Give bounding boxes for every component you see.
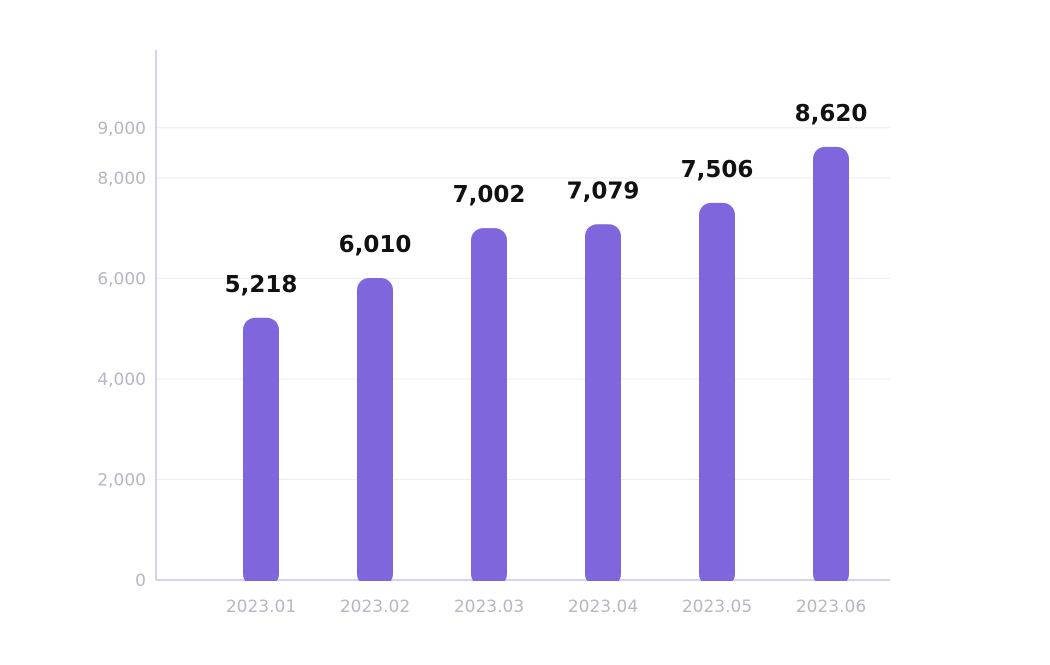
data-labels: 5,218 6,010 7,002 7,079 7,506 8,620 bbox=[225, 101, 868, 298]
x-tick-label: 2023.02 bbox=[340, 597, 410, 617]
x-tick-label: 2023.05 bbox=[682, 597, 752, 617]
data-label: 7,079 bbox=[567, 178, 640, 204]
x-tick-labels: 2023.01 2023.02 2023.03 2023.04 2023.05 2023.… bbox=[226, 597, 866, 617]
x-tick-label: 2023.06 bbox=[796, 597, 866, 617]
x-tick-label: 2023.03 bbox=[454, 597, 524, 617]
y-tick-label: 6,000 bbox=[97, 270, 146, 290]
y-tick-label: 2,000 bbox=[97, 471, 146, 491]
x-tick-label: 2023.04 bbox=[568, 597, 638, 617]
data-label: 6,010 bbox=[339, 232, 412, 258]
data-label: 8,620 bbox=[795, 101, 868, 127]
bars bbox=[157, 146, 891, 589]
y-tick-labels: 0 2,000 4,000 6,000 8,000 9,000 bbox=[97, 119, 146, 591]
y-tick-label: 9,000 bbox=[97, 119, 146, 139]
axis-mask bbox=[157, 581, 891, 589]
y-tick-label: 4,000 bbox=[97, 370, 146, 390]
y-tick-label: 0 bbox=[135, 571, 146, 591]
bar bbox=[471, 228, 507, 586]
bar bbox=[357, 277, 393, 586]
bar bbox=[813, 146, 849, 586]
axes bbox=[155, 50, 890, 581]
data-label: 7,506 bbox=[681, 157, 754, 183]
y-tick-label: 8,000 bbox=[97, 169, 146, 189]
x-tick-label: 2023.01 bbox=[226, 597, 296, 617]
data-label: 7,002 bbox=[453, 182, 526, 208]
bar bbox=[699, 202, 735, 587]
bar bbox=[585, 224, 621, 586]
bar bbox=[243, 317, 279, 586]
data-label: 5,218 bbox=[225, 272, 298, 298]
